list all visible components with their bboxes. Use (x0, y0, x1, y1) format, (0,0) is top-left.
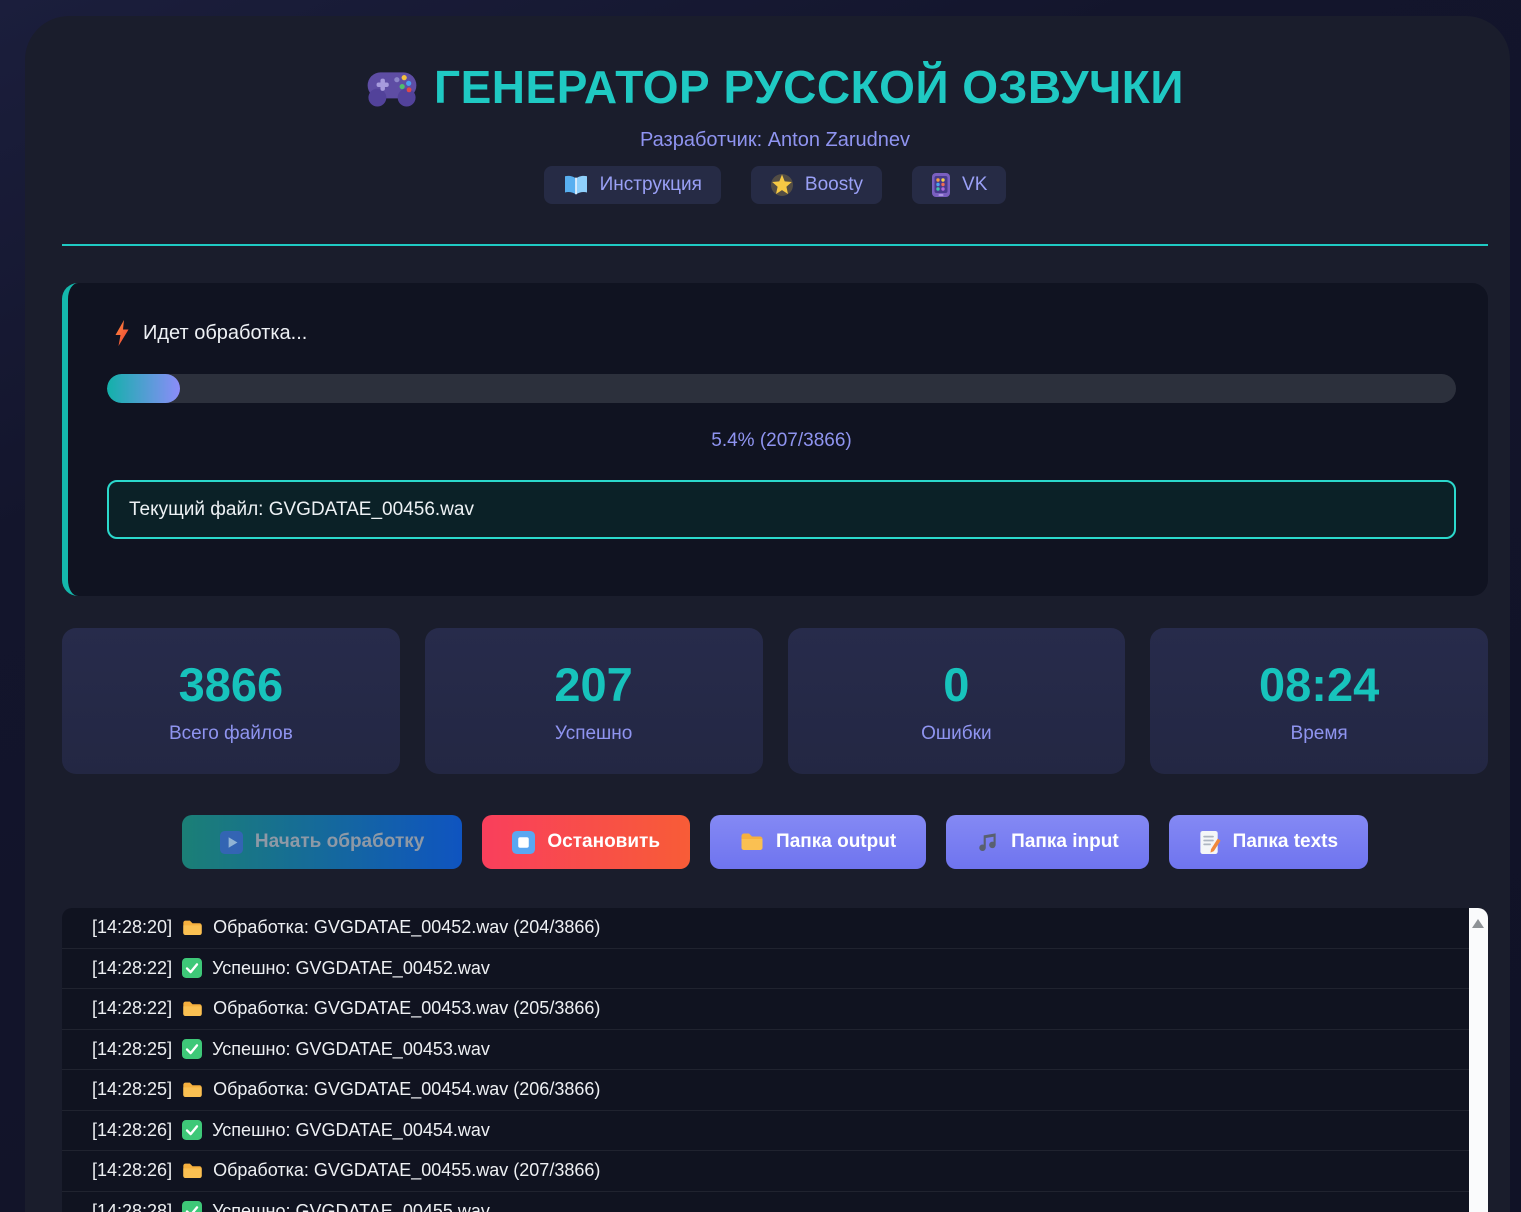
stop-button-label: Остановить (547, 831, 661, 852)
log-message: Обработка: GVGDATAE_00454.wav (206/3866) (213, 1079, 601, 1100)
start-button[interactable]: Начать обработку (181, 815, 463, 869)
folder-icon (182, 919, 203, 937)
log-row: [14:28:22] Обработка: GVGDATAE_00453.wav… (62, 989, 1469, 1030)
vk-link-label: VK (962, 174, 988, 195)
glowing-star-icon (770, 173, 794, 197)
instruction-link[interactable]: Инструкция (543, 166, 721, 204)
log-row: [14:28:26] Успешно: GVGDATAE_00454.wav (62, 1111, 1469, 1151)
log-message: Обработка: GVGDATAE_00453.wav (205/3866) (213, 998, 601, 1019)
check-icon (182, 1201, 203, 1212)
boosty-link[interactable]: Boosty (750, 166, 883, 204)
stat-value: 08:24 (1259, 658, 1380, 711)
texts-folder-label: Папка texts (1232, 831, 1339, 852)
stat-card-errors: 0 Ошибки (787, 628, 1126, 774)
phone-icon (931, 172, 951, 198)
log-message: Успешно: GVGDATAE_00453.wav (212, 1038, 490, 1059)
texts-folder-button[interactable]: Папка texts (1168, 815, 1369, 869)
check-icon (182, 1120, 203, 1141)
progress-bar-track (107, 374, 1456, 403)
instruction-link-label: Инструкция (599, 174, 702, 195)
lightning-icon (113, 319, 130, 347)
stat-label: Успешно (554, 723, 633, 744)
log-message: Успешно: GVGDATAE_00455.wav (212, 1200, 490, 1212)
progress-percent-label: 5.4% (207/3866) (711, 430, 852, 451)
controls-row: Начать обработку Остановить (62, 815, 1488, 869)
header-links: Инструкция Boosty (62, 166, 1488, 204)
status-row: Идет обработка... (113, 319, 1456, 347)
log-timestamp: [14:28:26] (92, 1119, 173, 1140)
log-message: Обработка: GVGDATAE_00452.wav (204/3866) (213, 917, 601, 938)
stat-label: Ошибки (921, 723, 992, 744)
boosty-link-label: Boosty (804, 174, 864, 195)
header-divider (62, 244, 1488, 246)
current-file-label: Текущий файл: GVGDATAE_00456.wav (129, 498, 474, 520)
stat-card-time: 08:24 Время (1150, 628, 1488, 774)
log-message: Успешно: GVGDATAE_00452.wav (212, 957, 490, 978)
log-timestamp: [14:28:20] (92, 917, 173, 938)
stat-card-total-files: 3866 Всего файлов (62, 628, 400, 774)
music-note-icon (976, 831, 999, 854)
stop-button[interactable]: Остановить (482, 815, 691, 869)
stat-value: 0 (943, 658, 970, 711)
log-row: [14:28:28] Успешно: GVGDATAE_00455.wav (62, 1192, 1469, 1212)
app-container: ГЕНЕРАТОР РУССКОЙ ОЗВУЧКИ Разработчик: A… (25, 16, 1510, 1212)
log-row: [14:28:25] Обработка: GVGDATAE_00454.wav… (62, 1070, 1469, 1111)
log-message: Обработка: GVGDATAE_00455.wav (207/3866) (213, 1160, 601, 1181)
gamepad-icon (366, 65, 418, 109)
check-icon (182, 958, 203, 979)
page-title: ГЕНЕРАТОР РУССКОЙ ОЗВУЧКИ (434, 61, 1184, 113)
log-row: [14:28:25] Успешно: GVGDATAE_00453.wav (62, 1030, 1469, 1070)
processing-status: Идет обработка... (143, 321, 308, 344)
folder-icon (182, 1081, 203, 1099)
folder-icon (740, 832, 764, 852)
progress-card: Идет обработка... 5.4% (207/3866) Текущи… (62, 283, 1488, 596)
log-row: [14:28:20] Обработка: GVGDATAE_00452.wav… (62, 908, 1469, 949)
log-timestamp: [14:28:22] (92, 998, 173, 1019)
play-icon (219, 830, 243, 854)
stop-icon (512, 830, 536, 854)
input-folder-button[interactable]: Папка input (946, 815, 1149, 869)
log-rows: [14:28:20] Обработка: GVGDATAE_00452.wav… (62, 908, 1469, 1212)
folder-icon (182, 1000, 203, 1018)
stat-card-success: 207 Успешно (424, 628, 763, 774)
scroll-up-arrow-icon[interactable] (1472, 919, 1484, 928)
log-row: [14:28:26] Обработка: GVGDATAE_00455.wav… (62, 1151, 1469, 1192)
developer-credit: Разработчик: Anton Zarudnev (639, 129, 911, 151)
output-folder-label: Папка output (776, 831, 897, 852)
start-button-label: Начать обработку (254, 831, 425, 852)
memo-icon (1199, 830, 1221, 855)
log-timestamp: [14:28:28] (92, 1200, 173, 1212)
book-icon (563, 174, 589, 197)
log-timestamp: [14:28:25] (92, 1079, 173, 1100)
progress-fill (107, 374, 180, 403)
log-timestamp: [14:28:25] (92, 1038, 173, 1059)
log-timestamp: [14:28:26] (92, 1160, 173, 1181)
app-header: ГЕНЕРАТОР РУССКОЙ ОЗВУЧКИ Разработчик: A… (62, 16, 1488, 204)
check-icon (182, 1039, 203, 1060)
output-folder-button[interactable]: Папка output (710, 815, 927, 869)
input-folder-label: Папка input (1011, 831, 1119, 852)
stat-label: Всего файлов (168, 723, 293, 744)
title-row: ГЕНЕРАТОР РУССКОЙ ОЗВУЧКИ (62, 60, 1488, 114)
log-panel[interactable]: [14:28:20] Обработка: GVGDATAE_00452.wav… (62, 908, 1488, 1212)
log-scrollbar[interactable] (1469, 908, 1488, 1212)
stat-value: 207 (554, 658, 633, 711)
stats-row: 3866 Всего файлов 207 Успешно 0 Ошибки 0… (62, 628, 1488, 774)
stat-label: Время (1290, 723, 1348, 744)
current-file-box: Текущий файл: GVGDATAE_00456.wav (107, 480, 1456, 539)
log-message: Успешно: GVGDATAE_00454.wav (212, 1119, 490, 1140)
folder-icon (182, 1162, 203, 1180)
log-timestamp: [14:28:22] (92, 957, 173, 978)
log-row: [14:28:22] Успешно: GVGDATAE_00452.wav (62, 949, 1469, 989)
vk-link[interactable]: VK (912, 166, 1007, 204)
stat-value: 3866 (178, 658, 284, 711)
